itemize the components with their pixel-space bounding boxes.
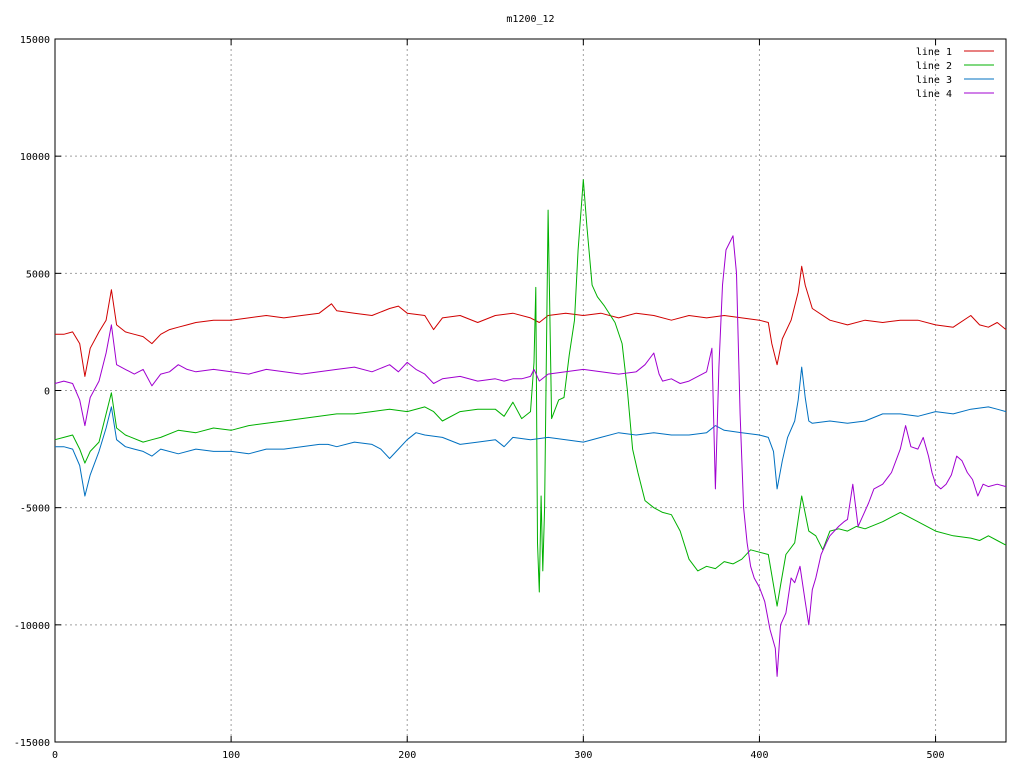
x-tick-label-0: 0 <box>52 750 58 761</box>
series-line-2 <box>54 179 1007 607</box>
series-line-3 <box>55 366 1007 497</box>
legend: line 1 line 2 line 3 line 4 <box>916 47 994 100</box>
series-line-1 <box>55 265 1007 377</box>
grid-layer <box>55 39 1006 742</box>
y-tick-label-10000: 10000 <box>20 152 50 163</box>
series-line-4 <box>54 235 1007 677</box>
y-tick-label--10000: -10000 <box>14 621 50 632</box>
x-tick-label-500: 500 <box>927 750 945 761</box>
y-tick-label--15000: -15000 <box>14 738 50 749</box>
y-tick-label-0: 0 <box>44 387 50 398</box>
legend-label-1: line 1 <box>916 47 952 58</box>
legend-label-4: line 4 <box>916 89 952 100</box>
legend-label-3: line 3 <box>916 75 952 86</box>
x-tick-label-300: 300 <box>574 750 592 761</box>
x-tick-label-200: 200 <box>398 750 416 761</box>
y-tick-label-15000: 15000 <box>20 35 50 46</box>
series-layer <box>54 179 1007 677</box>
y-tick-label-5000: 5000 <box>26 269 50 280</box>
legend-label-2: line 2 <box>916 61 952 72</box>
x-tick-label-400: 400 <box>750 750 768 761</box>
chart-title: m1200_12 <box>506 14 554 25</box>
x-tick-label-100: 100 <box>222 750 240 761</box>
y-tick-label--5000: -5000 <box>20 504 50 515</box>
axis-layer: 0 100 200 300 400 500 -15000 -10000 -5000 0 5000 10… <box>14 35 1007 761</box>
